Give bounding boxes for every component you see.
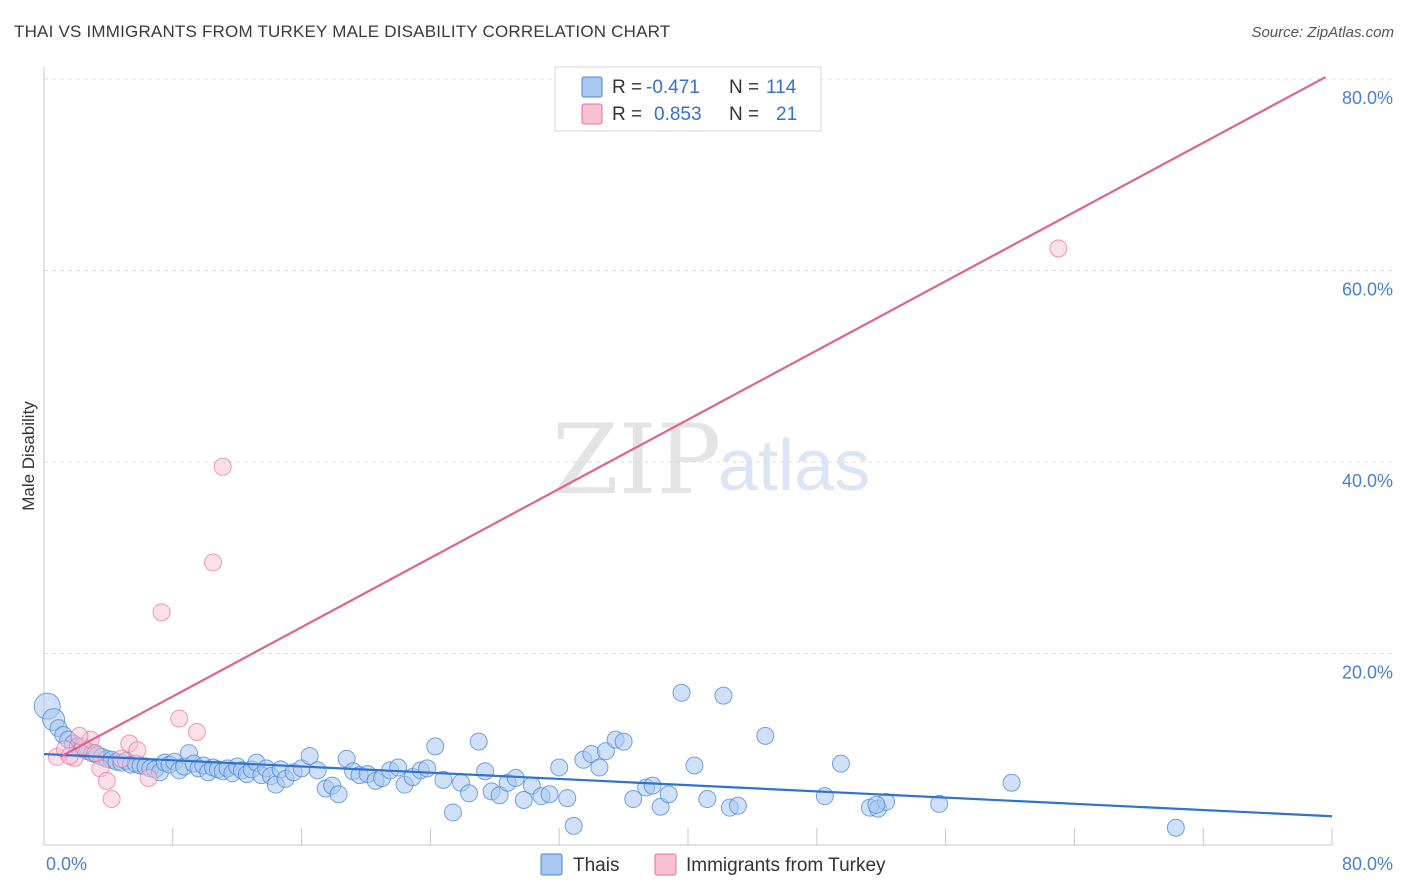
thais-trend-line — [43, 752, 1333, 818]
turkey-point — [86, 744, 105, 763]
thais-point — [867, 795, 886, 814]
turkey-trend-line — [59, 76, 1327, 758]
thais-point — [389, 758, 408, 777]
trend-lines — [43, 76, 1333, 818]
turkey-point — [70, 726, 89, 745]
turkey-point — [204, 553, 223, 572]
legend-turkey-r-value: 0.853 — [654, 104, 702, 125]
turkey-point — [97, 771, 116, 790]
thais-point — [930, 794, 949, 813]
turkey-point — [1049, 239, 1068, 258]
thais-point — [685, 756, 704, 775]
watermark-atlas: atlas — [718, 426, 870, 506]
legend-turkey-n-label: N = — [729, 104, 759, 125]
legend-swatch-turkey — [581, 103, 603, 125]
thais-point — [514, 790, 533, 809]
y-tick-label: 20.0% — [1342, 663, 1393, 683]
thais-point — [643, 776, 662, 795]
thais-point — [596, 742, 615, 761]
thais-point — [308, 761, 327, 780]
tick-labels: 20.0% 40.0% 60.0% 80.0% 0.0% 80.0% — [46, 88, 1393, 874]
thais-point — [564, 816, 583, 835]
turkey-point — [213, 457, 232, 476]
watermark-zip: ZIP — [552, 404, 721, 516]
thais-point — [728, 796, 747, 815]
thais-point — [1166, 818, 1185, 837]
thais-point — [659, 785, 678, 804]
source-credit: Source: ZipAtlas.com — [1251, 24, 1394, 41]
series-legend-label-thais: Thais — [573, 855, 619, 876]
series-legend-label-turkey: Immigrants from Turkey — [686, 855, 886, 876]
thais-point — [476, 762, 495, 781]
x-tick-label: 80.0% — [1342, 854, 1393, 874]
series-legend: Thais Immigrants from Turkey — [540, 853, 886, 876]
y-tick-label: 40.0% — [1342, 471, 1393, 491]
grid-lines — [44, 78, 1395, 654]
turkey-point — [170, 709, 189, 728]
legend-swatch-thais — [581, 76, 603, 98]
thais-point — [443, 803, 462, 822]
turkey-point — [187, 723, 206, 742]
thais-point — [329, 785, 348, 804]
thais-point — [1002, 773, 1021, 792]
series-legend-swatch-thais — [540, 853, 563, 876]
y-tick-label: 80.0% — [1342, 88, 1393, 108]
thais-point — [550, 758, 569, 777]
thais-point — [434, 770, 453, 789]
y-axis-label: Male Disability — [19, 401, 38, 511]
legend-turkey-r-label: R = — [612, 104, 642, 125]
series-legend-swatch-turkey — [654, 853, 677, 876]
thais-point — [300, 746, 319, 765]
legend-thais-r-value: -0.471 — [646, 77, 700, 98]
stats-legend: R = -0.471 N = 114 R = 0.853 N = 21 — [554, 66, 822, 132]
turkey-point — [102, 790, 121, 809]
legend-thais-r-label: R = — [612, 77, 642, 98]
thais-point — [558, 789, 577, 808]
thais-point — [624, 790, 643, 809]
legend-thais-n-value: 114 — [766, 77, 797, 98]
turkey-point — [139, 768, 158, 787]
legend-thais-n-label: N = — [729, 77, 759, 98]
legend-turkey-n-value: 21 — [776, 104, 797, 125]
thais-point — [698, 790, 717, 809]
thais-point — [756, 726, 775, 745]
turkey-point — [152, 603, 171, 622]
turkey-point — [128, 741, 147, 760]
thais-point — [590, 758, 609, 777]
thais-point — [418, 759, 437, 778]
thais-point — [714, 686, 733, 705]
thais-point — [469, 732, 488, 751]
thais-point — [831, 754, 850, 773]
thais-point — [460, 784, 479, 803]
thais-point — [614, 732, 633, 751]
x-tick-label: 0.0% — [46, 854, 87, 874]
thais-point — [672, 683, 691, 702]
thais-point — [815, 787, 834, 806]
series-immigrants-from-turkey — [47, 239, 1068, 809]
thais-point — [540, 785, 559, 804]
series-thais — [33, 683, 1185, 837]
thais-point — [426, 737, 445, 756]
y-tick-label: 60.0% — [1342, 280, 1393, 300]
chart-title: THAI VS IMMIGRANTS FROM TURKEY MALE DISA… — [14, 22, 671, 41]
